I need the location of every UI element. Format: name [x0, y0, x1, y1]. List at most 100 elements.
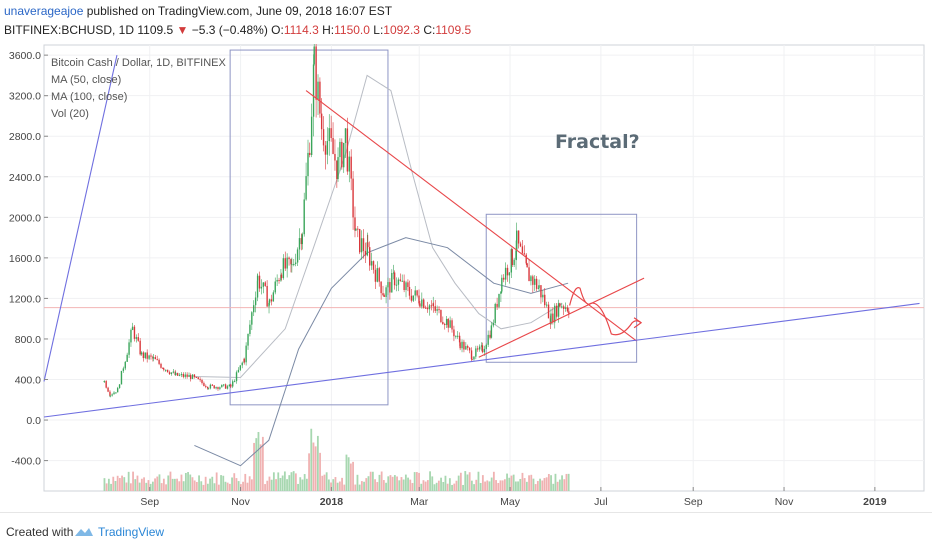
volume-bar [543, 478, 546, 491]
fractal-boxes[interactable] [229, 49, 638, 406]
volume-bar [250, 479, 253, 491]
projection-curve [569, 287, 642, 336]
symbol-label: BITFINEX:BCHUSD, 1D [4, 23, 135, 37]
candle-body [228, 384, 231, 387]
candle-body [378, 268, 380, 282]
candle-body [166, 369, 169, 373]
wedge-trendline [478, 277, 645, 358]
candle-body [322, 129, 325, 146]
candle-body [530, 276, 532, 282]
volume-bar [371, 471, 374, 491]
candle-body [337, 157, 339, 179]
candle-body [369, 247, 371, 266]
volume-bar [281, 475, 284, 491]
candle-body [389, 282, 391, 293]
volume-bar [468, 472, 471, 491]
candle-body [424, 307, 427, 309]
candle-body [251, 312, 253, 325]
candle-body [203, 383, 205, 387]
candle-body [359, 229, 361, 253]
candle-body [525, 254, 527, 264]
volume-bar [200, 481, 203, 491]
volume-bar [222, 475, 225, 491]
candle-body [467, 346, 469, 348]
volume-bar [314, 446, 317, 491]
candle-body [475, 348, 477, 357]
volume-bar [176, 478, 178, 491]
volume-bar [275, 479, 277, 491]
candle-body [457, 335, 459, 337]
volume-bar [550, 475, 552, 491]
candle-body [324, 145, 327, 155]
volume-bar [206, 483, 209, 491]
volume-bar [244, 473, 247, 491]
candle-body [224, 384, 227, 389]
volume-bar [116, 475, 119, 491]
candle-body [120, 370, 123, 385]
volume-bar [523, 478, 526, 491]
candle-body [458, 335, 461, 343]
candle-body [419, 303, 421, 307]
volume-bar [338, 481, 341, 491]
candle-body [290, 259, 292, 265]
fractal-annotation[interactable]: Fractal? [555, 131, 640, 153]
support-trendline [43, 55, 118, 382]
volume-bar [457, 475, 460, 491]
tradingview-brand-link[interactable]: TradingView [98, 525, 165, 539]
candle-body [158, 359, 160, 364]
candle-body [139, 340, 141, 355]
candle-body [249, 324, 251, 334]
volume-bar [336, 482, 339, 491]
candle-body [334, 153, 336, 161]
volume-bar [446, 483, 449, 491]
candle-body [326, 141, 329, 155]
candle-body [357, 228, 359, 230]
legend-ma50: MA (50, close) [51, 74, 121, 86]
volume-bar [226, 482, 229, 491]
candle-body [547, 304, 550, 319]
candle-body [226, 386, 229, 389]
candle-body [408, 286, 411, 296]
volume-bar [455, 480, 458, 491]
volume-bar [330, 482, 332, 491]
candle-body [291, 264, 293, 266]
candle-body [387, 282, 389, 288]
candle-body [526, 263, 528, 268]
candle-body [135, 337, 138, 339]
projection-path[interactable] [569, 287, 643, 336]
volume-bar [451, 484, 453, 491]
candle-body [392, 272, 395, 274]
candle-body [442, 321, 444, 325]
candle-body [554, 305, 556, 323]
volume-bar [534, 484, 537, 491]
candle-body [407, 282, 409, 287]
candle-body [237, 369, 240, 373]
volume-bar [277, 472, 280, 491]
legend-volume: Vol (20) [51, 108, 89, 120]
candle-body [350, 156, 352, 179]
volume-bar [134, 479, 137, 491]
volume-bar [503, 479, 506, 491]
candle-body [485, 344, 487, 349]
candle-body [128, 342, 130, 355]
price-chart[interactable]: 3600.0 3200.0 2800.0 2400.0 2000.0 1600.0 1200… [0, 44, 932, 512]
candle-body [235, 372, 238, 382]
candle-body [414, 290, 416, 296]
legend-symbol: Bitcoin Cash / Dollar, 1D, BITFINEX [51, 57, 226, 69]
volume-bar [376, 482, 379, 491]
volume-bar [497, 482, 500, 491]
volume-bar [162, 478, 165, 491]
candle-body [163, 368, 165, 370]
volume-bar [319, 452, 321, 491]
candle-body [286, 257, 288, 269]
author-link[interactable]: unaverageajoe [4, 4, 84, 18]
candle-body [473, 356, 475, 360]
open-value: 1114.3 [283, 23, 319, 37]
volume-bar [488, 481, 491, 491]
candle-body [426, 307, 429, 310]
candle-body [268, 299, 271, 303]
y-tick-label: 2000.0 [9, 212, 41, 224]
trendlines[interactable] [43, 55, 920, 418]
candle-body [383, 295, 385, 297]
candle-body [144, 352, 146, 359]
